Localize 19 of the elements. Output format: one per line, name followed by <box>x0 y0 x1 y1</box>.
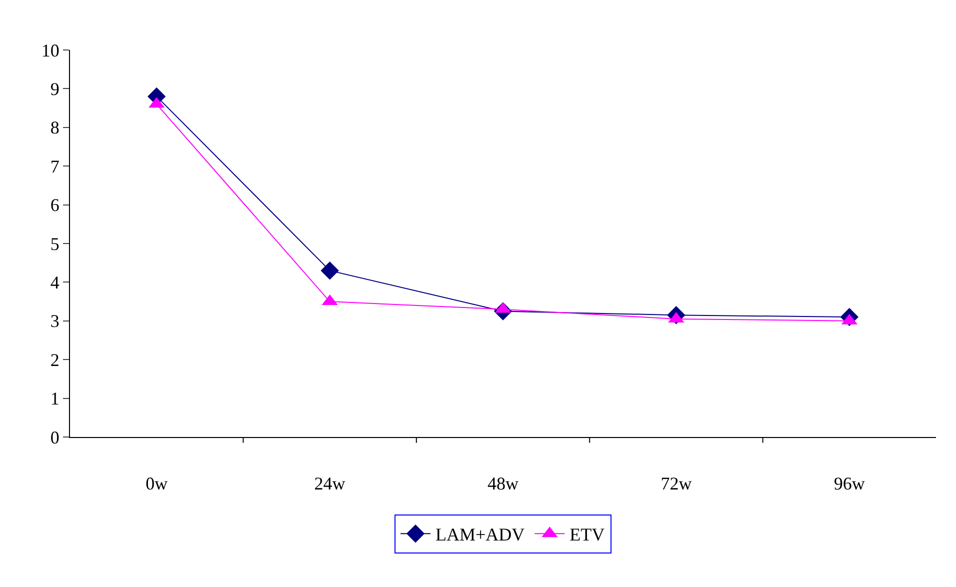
y-tick-label: 10 <box>41 40 60 60</box>
y-tick-label: 0 <box>50 427 60 448</box>
y-tick-label: 2 <box>50 350 60 370</box>
y-tick-label: 6 <box>50 195 60 216</box>
legend-label: LAM+ADV <box>436 524 525 545</box>
x-tick-label: 72w <box>660 474 692 494</box>
point <box>320 261 339 280</box>
y-tick-label: 1 <box>50 388 60 409</box>
y-tick-label: 4 <box>50 272 60 292</box>
y-tick-label: 9 <box>50 79 60 99</box>
y-tick-label: 5 <box>50 234 60 254</box>
y-tick-label: 7 <box>50 156 60 176</box>
legend-label: ETV <box>570 524 605 545</box>
y-tick-label: 8 <box>50 118 60 138</box>
x-tick-label: 96w <box>834 474 865 494</box>
x-tick-label: 24w <box>314 474 346 494</box>
x-tick-label: 0w <box>146 474 168 494</box>
x-tick-label: 48w <box>488 474 518 494</box>
y-tick-label: 3 <box>50 311 60 332</box>
